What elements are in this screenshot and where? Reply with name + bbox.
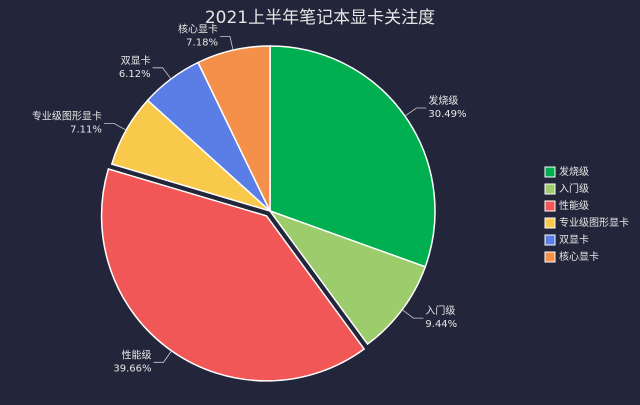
leader-line <box>103 122 127 131</box>
pie-slice <box>100 168 366 382</box>
legend-swatch <box>544 200 556 212</box>
legend-label: 专业级图形显卡 <box>559 216 629 229</box>
pie-slice <box>269 45 436 268</box>
slice-label: 双显卡 <box>121 54 151 67</box>
slice-label: 核心显卡 <box>178 23 218 36</box>
chart-title: 2021上半年笔记本显卡关注度 <box>205 8 435 28</box>
legend-swatch <box>544 234 556 246</box>
leader-line <box>219 36 234 51</box>
legend-swatch <box>544 217 556 229</box>
leader-line <box>401 309 424 319</box>
value-label: 39.66% <box>113 363 151 374</box>
value-label: 7.18% <box>186 38 218 49</box>
legend-label: 核心显卡 <box>559 250 599 263</box>
leader-line <box>152 67 172 80</box>
pie-slice <box>197 45 271 212</box>
value-label: 30.49% <box>428 109 466 120</box>
legend-label: 入门级 <box>559 182 589 195</box>
slice-label: 性能级 <box>122 348 152 361</box>
legend-swatch <box>544 251 556 263</box>
value-label: 7.11% <box>70 124 102 135</box>
leader-line <box>153 350 172 363</box>
pie-slice <box>267 209 427 346</box>
legend-label: 性能级 <box>559 199 589 212</box>
value-label: 6.12% <box>119 69 151 80</box>
legend-label: 发烧级 <box>559 165 589 178</box>
value-label: 9.44% <box>425 319 457 330</box>
slice-label: 发烧级 <box>428 94 458 107</box>
slice-label: 入门级 <box>425 304 455 317</box>
legend-swatch <box>544 166 556 178</box>
leader-line <box>404 107 427 117</box>
slice-label: 专业级图形显卡 <box>32 109 102 122</box>
legend-label: 双显卡 <box>559 233 589 246</box>
legend-swatch <box>544 183 556 195</box>
